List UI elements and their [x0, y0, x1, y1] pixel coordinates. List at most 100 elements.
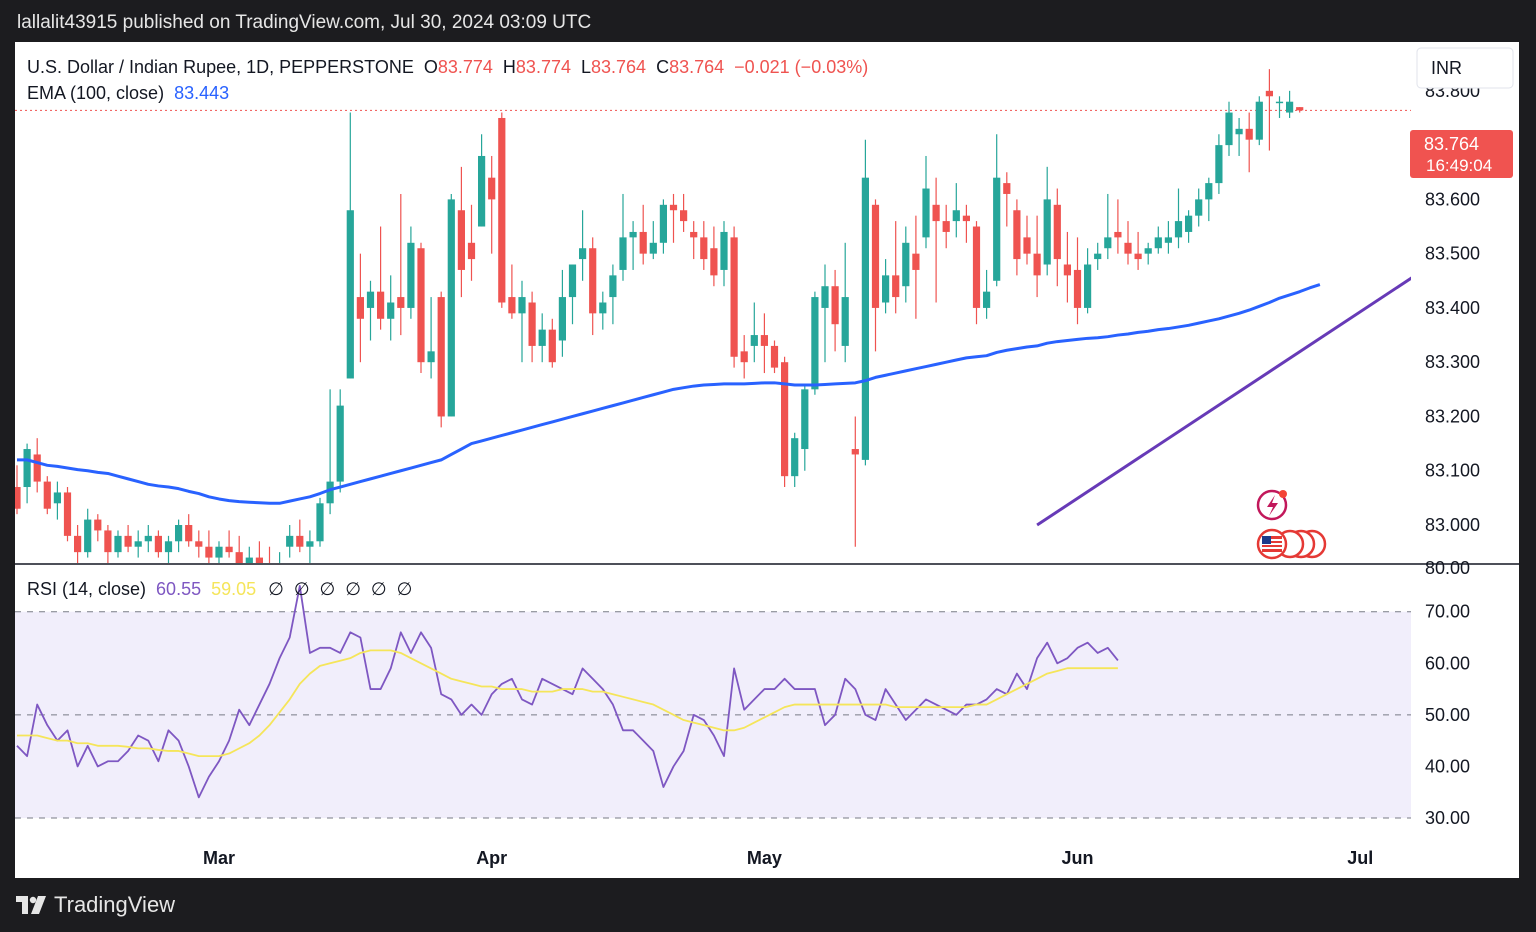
- us-flag-event-icon[interactable]: [1256, 528, 1327, 560]
- candle-body: [336, 405, 344, 482]
- price-axis-label: 83.400: [1425, 298, 1480, 318]
- candle-body: [1023, 237, 1031, 254]
- candle-body: [1195, 199, 1203, 216]
- candle-body: [781, 362, 789, 477]
- candle-body: [407, 242, 415, 308]
- candle-body: [1053, 204, 1061, 260]
- current-price-tag: 83.764 16:49:04: [1410, 130, 1513, 178]
- header-bar: lallalit43915 published on TradingView.c…: [0, 0, 1536, 44]
- candle-body: [478, 155, 486, 227]
- published-info: lallalit43915 published on TradingView.c…: [17, 12, 592, 33]
- candle-body: [1134, 253, 1142, 260]
- candle-body: [1215, 145, 1223, 184]
- candle-body: [750, 335, 758, 346]
- candle-body: [942, 221, 950, 232]
- rsi-axis-label: 60.00: [1425, 653, 1470, 673]
- candle-body: [1154, 237, 1162, 249]
- candle-body: [1225, 112, 1233, 146]
- footer: TradingView: [0, 878, 1536, 932]
- candle-body: [43, 481, 51, 509]
- candle-body: [538, 329, 546, 346]
- time-axis-label: Apr: [476, 848, 507, 868]
- candle-body: [669, 204, 678, 211]
- price-axis-label: 83.500: [1425, 244, 1480, 264]
- candle-body: [296, 535, 304, 547]
- candle-body: [730, 237, 738, 357]
- candle-body: [1174, 221, 1183, 238]
- candle-body: [1003, 183, 1011, 194]
- candle-body: [255, 557, 263, 563]
- price-axis-label: 83.300: [1425, 352, 1480, 372]
- candle-body: [215, 546, 223, 558]
- candle-body: [175, 525, 183, 542]
- candle-body: [1245, 128, 1253, 140]
- candle-body: [124, 535, 132, 547]
- candle-body: [205, 546, 213, 558]
- rsi-axis-label: 80.00: [1425, 558, 1470, 578]
- candle-body: [962, 215, 970, 222]
- candle-body: [437, 297, 445, 417]
- candle-body: [770, 345, 779, 368]
- candle-body: [447, 199, 455, 417]
- time-axis-label: Jun: [1061, 848, 1093, 868]
- tradingview-logo[interactable]: TradingView: [16, 892, 175, 918]
- rsi-axis-label: 70.00: [1425, 602, 1470, 622]
- candle-body: [518, 297, 526, 314]
- candle-body: [568, 264, 577, 298]
- candle-body: [639, 231, 647, 254]
- candle-body: [15, 487, 21, 509]
- candle-body: [387, 302, 395, 319]
- candle-body: [922, 188, 930, 238]
- candle-body: [710, 248, 718, 276]
- rsi-axis-label: 30.00: [1425, 808, 1470, 828]
- candle-body: [629, 231, 637, 238]
- candle-body: [417, 248, 425, 363]
- candle-body: [649, 242, 657, 254]
- candle-body: [225, 546, 233, 553]
- candle-body: [892, 275, 900, 298]
- candle-body: [841, 297, 849, 346]
- rsi-axis-label: 40.00: [1425, 756, 1470, 776]
- rsi-ma-line: [17, 649, 1118, 758]
- legend-ema: EMA (100, close) 83.443: [27, 83, 229, 103]
- candle-body: [659, 204, 667, 243]
- candle-body: [63, 492, 72, 536]
- time-axis-label: Jul: [1347, 848, 1373, 868]
- rsi-axis-label: 50.00: [1425, 705, 1470, 725]
- candle-body: [801, 389, 809, 450]
- candle-body: [84, 519, 92, 553]
- candle-body: [619, 237, 627, 270]
- candle-body: [306, 541, 314, 547]
- currency-button[interactable]: INR: [1416, 47, 1514, 89]
- candle-body: [185, 525, 193, 542]
- candle-body: [861, 177, 869, 460]
- time-axis-label: Mar: [203, 848, 235, 868]
- candle-body: [579, 248, 587, 260]
- candle-body: [589, 248, 597, 314]
- candle-body: [1205, 183, 1213, 200]
- candle-body: [235, 552, 243, 563]
- candle-body: [1104, 237, 1112, 249]
- chart-frame: 83.000 83.100 83.200 83.300 83.400 83.500 83.6…: [15, 42, 1519, 878]
- chart-canvas[interactable]: 83.000 83.100 83.200 83.300 83.400 83.500 83.6…: [15, 42, 1519, 878]
- candle-body: [74, 535, 82, 553]
- candle-body: [286, 535, 294, 547]
- candle-body: [720, 231, 728, 270]
- candle-body: [1296, 107, 1304, 111]
- candle-body: [498, 117, 506, 303]
- lightning-event-icon[interactable]: [1256, 489, 1288, 521]
- candle-body: [346, 210, 354, 379]
- candle-body: [427, 351, 435, 363]
- currency-button-label: INR: [1431, 58, 1462, 78]
- candle-body: [195, 541, 203, 547]
- candle-body: [528, 302, 536, 346]
- candle-body: [397, 297, 405, 308]
- candle-body: [609, 275, 617, 298]
- trendline[interactable]: [1036, 72, 1519, 527]
- candle-body: [508, 297, 516, 314]
- candle-body: [326, 481, 334, 504]
- candle-body: [53, 492, 61, 504]
- candle-body: [134, 541, 142, 547]
- candle-body: [1114, 231, 1122, 238]
- candle-body: [791, 438, 799, 477]
